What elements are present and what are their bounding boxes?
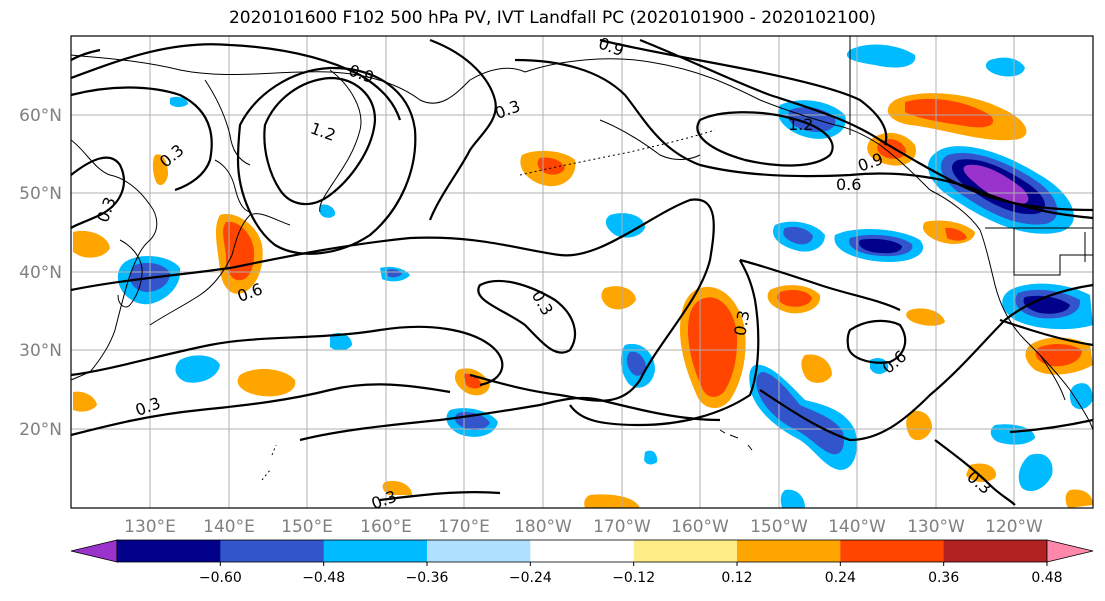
contour-label: 1.2 <box>788 115 813 134</box>
colorbar-segment <box>633 540 738 562</box>
colorbar-tick-label: −0.36 <box>406 570 449 586</box>
map-title: 2020101600 F102 500 hPa PV, IVT Landfall… <box>228 8 876 28</box>
latitude-labels: 60°N 50°N 40°N 30°N 20°N <box>19 106 62 440</box>
longitude-labels: 130°E 140°E 150°E 160°E 170°E 180°W 170°… <box>124 517 1043 537</box>
coastlines <box>70 36 1094 481</box>
colorbar-tick-label: 0.48 <box>1031 570 1062 586</box>
lat-label: 60°N <box>19 106 62 126</box>
colorbar-tick-label: 0.24 <box>825 570 856 586</box>
colorbar-tick-label: −0.60 <box>199 570 242 586</box>
lon-label: 150°E <box>281 517 333 537</box>
lat-label: 30°N <box>19 341 62 361</box>
lon-label: 180°W <box>514 517 572 537</box>
colorbar-extend-high <box>1046 539 1094 563</box>
gridlines <box>71 36 1093 508</box>
lat-label: 40°N <box>19 263 62 283</box>
contour-label: 0.6 <box>836 175 861 194</box>
colorbar-segment <box>840 540 945 562</box>
colorbar-tick-label: −0.24 <box>509 570 552 586</box>
colorbar-tick-label: −0.12 <box>612 570 655 586</box>
colorbar-segment <box>117 540 221 562</box>
map-panel: 0.9 0.9 0.9 1.2 1.2 0.3 0.3 0.3 0.3 0.3 … <box>70 34 1094 513</box>
lon-label: 160°E <box>360 517 412 537</box>
lon-label: 170°W <box>593 517 651 537</box>
lon-label: 130°E <box>124 517 176 537</box>
lon-label: 160°W <box>671 517 729 537</box>
colorbar-segment <box>737 540 841 562</box>
lon-label: 130°W <box>907 517 965 537</box>
colorbar-tick-label: −0.48 <box>302 570 345 586</box>
lon-label: 170°E <box>438 517 490 537</box>
colorbar-tick-label: 0.12 <box>721 570 752 586</box>
lon-label: 140°E <box>203 517 255 537</box>
pv-contours <box>70 38 1094 506</box>
colorbar-tick-label: 0.36 <box>928 570 959 586</box>
contour-label: 0.3 <box>730 309 753 337</box>
colorbar-segment <box>427 540 531 562</box>
colorbar: −0.60 −0.48 −0.36 −0.24 −0.12 0.12 0.24 0.36 0.4… <box>70 539 1094 586</box>
colorbar-segment <box>323 540 428 562</box>
colorbar-extend-low <box>70 539 118 563</box>
lon-label: 140°W <box>828 517 886 537</box>
colorbar-segment <box>530 540 635 562</box>
colorbar-segment <box>943 540 1048 562</box>
lat-label: 20°N <box>19 420 62 440</box>
colorbar-segment <box>220 540 325 562</box>
lon-label: 120°W <box>985 517 1043 537</box>
lat-label: 50°N <box>19 184 62 204</box>
lon-label: 150°W <box>750 517 808 537</box>
